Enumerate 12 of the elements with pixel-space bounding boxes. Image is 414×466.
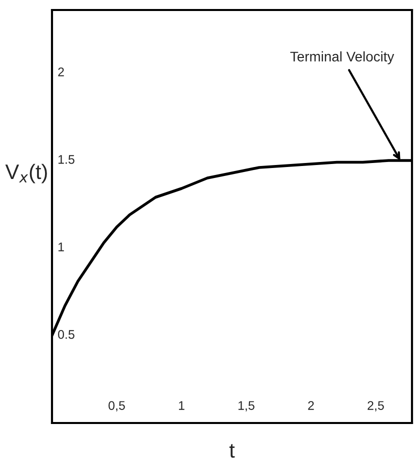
x-tick-label: 2,5 (368, 401, 384, 412)
y-tick-label: 1 (58, 242, 64, 252)
annotation: Terminal Velocity (290, 51, 394, 64)
y-tick-label: 0.5 (58, 330, 74, 339)
x-axis-title: t (229, 444, 235, 458)
y-axis-title: V$_{x}$(t) (5, 164, 47, 184)
x-tick-label: 1,5 (238, 401, 254, 412)
x-tick-label: 1 (178, 401, 184, 410)
y-tick-label: 1.5 (58, 155, 74, 164)
x-tick-label: 0,5 (108, 401, 125, 412)
y-tick-label: 2 (58, 68, 64, 76)
x-tick-label: 2 (308, 401, 314, 410)
